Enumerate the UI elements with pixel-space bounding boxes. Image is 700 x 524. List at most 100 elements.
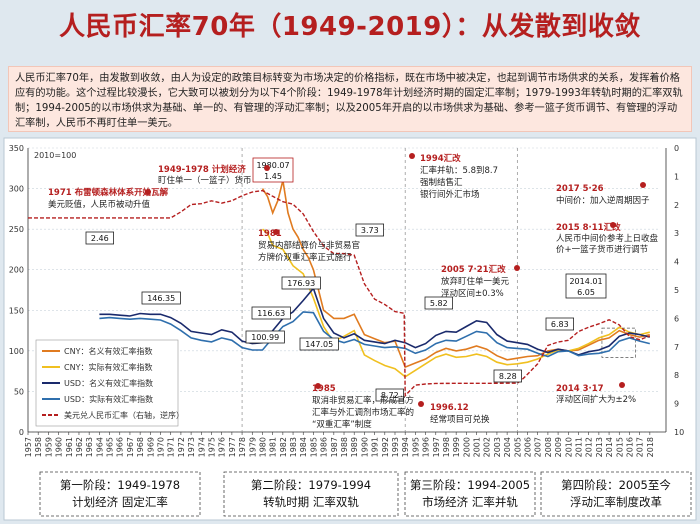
annotation-text: 1985 xyxy=(312,384,336,394)
value-label-box xyxy=(493,369,523,383)
annotation-text: 美元贬值，人民币被动升值 xyxy=(48,199,151,210)
x-tick-label: 2005 xyxy=(513,437,522,457)
y-right-tick-label: 9 xyxy=(674,400,679,409)
phase-box-3 xyxy=(404,471,536,517)
value-label: 1.45 xyxy=(264,172,282,181)
value-label: 8.28 xyxy=(499,372,517,381)
annotation-text: 浮动区间±0.3% xyxy=(441,288,504,299)
y-right-tick-label: 4 xyxy=(674,258,679,267)
x-tick-label: 1992 xyxy=(381,437,390,457)
phase-subtitle: 浮动汇率制度改革 xyxy=(570,495,662,509)
x-tick-label: 2006 xyxy=(524,437,533,457)
x-tick-label: 2003 xyxy=(493,437,502,457)
annotation-dot xyxy=(264,165,270,171)
x-tick-label: 2012 xyxy=(585,437,594,457)
x-tick-label: 2004 xyxy=(503,437,512,457)
x-tick-label: 1988 xyxy=(340,437,349,457)
x-tick-label: 1963 xyxy=(85,437,94,457)
value-label-box xyxy=(252,157,294,183)
x-tick-label: 2000 xyxy=(462,437,471,457)
y-right-tick-label: 5 xyxy=(674,286,679,295)
annotation-text: 价+一篮子货币进行调节 xyxy=(556,244,649,255)
annotation-text: 1994汇改 xyxy=(420,153,461,164)
x-tick-label: 1977 xyxy=(228,437,237,457)
value-label-box xyxy=(424,296,454,310)
x-tick-label: 1962 xyxy=(75,437,84,457)
x-tick-label: 1980 xyxy=(258,437,267,457)
x-tick-label: 2011 xyxy=(574,437,583,457)
phase-subtitle: 计划经济 固定汇率 xyxy=(72,495,168,509)
value-label-box xyxy=(281,276,321,290)
annotation-text: 盯住单一（一篮子）货币 xyxy=(158,175,252,186)
annotation-dot xyxy=(610,222,616,228)
x-tick-label: 1975 xyxy=(207,437,216,457)
x-tick-label: 1999 xyxy=(452,437,461,457)
annotation-text: 2005 7·21汇改 xyxy=(441,264,506,275)
phase-box-4 xyxy=(540,471,692,517)
annotation-dot xyxy=(640,182,646,188)
value-label: 1980.07 xyxy=(256,161,289,170)
series-line-1 xyxy=(261,228,650,378)
intro-text: 人民币汇率70年，由发散到收敛，由人为设定的政策目标转变为市场决定的价格指标，既… xyxy=(8,66,692,132)
x-tick-label: 1973 xyxy=(187,437,196,457)
x-tick-label: 1974 xyxy=(197,437,206,457)
y-left-tick-label: 250 xyxy=(9,225,24,234)
y-right-tick-label: 7 xyxy=(674,343,679,352)
y-left-tick-label: 0 xyxy=(19,428,24,437)
x-tick-label: 1972 xyxy=(177,437,186,457)
x-tick-label: 1990 xyxy=(360,437,369,457)
x-tick-label: 1985 xyxy=(309,437,318,457)
value-label-box xyxy=(245,330,285,344)
x-tick-label: 1959 xyxy=(44,437,53,457)
value-label-box xyxy=(375,388,405,402)
annotation-text: 经常项目可兑换 xyxy=(430,414,490,425)
y-right-tick-label: 10 xyxy=(674,428,684,437)
annotation-text: 强制结售汇 xyxy=(420,177,463,188)
x-tick-label: 1957 xyxy=(24,437,33,457)
y-right-tick-label: 8 xyxy=(674,371,679,380)
value-label: 116.63 xyxy=(257,309,285,318)
x-tick-label: 1981 xyxy=(269,437,278,457)
x-tick-label: 1995 xyxy=(411,437,420,457)
y-right-tick-label: 1 xyxy=(674,172,679,181)
x-tick-label: 2016 xyxy=(625,437,634,457)
y-right-tick-label: 3 xyxy=(674,229,679,238)
x-tick-label: 1997 xyxy=(432,437,441,457)
legend-label: CNY：名义有效汇率指数 xyxy=(64,346,152,356)
phase-title: 第四阶段：2005至今 xyxy=(561,478,671,492)
x-tick-label: 1998 xyxy=(442,437,451,457)
y-left-tick-label: 50 xyxy=(14,387,24,396)
annotation-text: 浮动区间扩大为±2% xyxy=(556,394,636,405)
x-tick-label: 2007 xyxy=(534,437,543,457)
annotation-dot xyxy=(619,382,625,388)
x-tick-label: 1970 xyxy=(157,437,166,457)
page-title: 人民币汇率70年（1949-2019）：从发散到收敛 xyxy=(59,12,641,42)
value-label: 6.05 xyxy=(577,288,595,297)
value-label-box xyxy=(85,231,115,245)
x-tick-label: 1960 xyxy=(55,437,64,457)
value-label: 2014.01 xyxy=(569,277,602,286)
value-label-box xyxy=(355,223,385,237)
annotation-dot xyxy=(273,229,279,235)
x-tick-label: 1994 xyxy=(401,437,410,457)
x-tick-label: 1967 xyxy=(126,437,135,457)
annotation-dot xyxy=(145,189,151,195)
annotation-dot xyxy=(315,383,321,389)
annotation-text: 汇率并轨：5.8到8.7 xyxy=(420,165,498,176)
annotation-text: 1981 xyxy=(258,229,282,239)
x-tick-label: 2009 xyxy=(554,437,563,457)
phase-title: 第一阶段：1949-1978 xyxy=(60,478,180,492)
value-label-box xyxy=(251,306,291,320)
x-tick-label: 1993 xyxy=(391,437,400,457)
phase-box-1 xyxy=(39,471,201,517)
phase-subtitle: 转轨时期 汇率双轨 xyxy=(263,495,359,509)
series-line-4 xyxy=(28,189,651,398)
chart-panel xyxy=(3,137,697,521)
annotation-dot xyxy=(409,153,415,159)
x-tick-label: 1966 xyxy=(116,437,125,457)
annotation-text: 2015 8·11汇改 xyxy=(556,222,621,233)
x-tick-label: 2015 xyxy=(615,437,624,457)
y-right-tick-label: 6 xyxy=(674,314,679,323)
y-left-tick-label: 100 xyxy=(9,347,24,356)
